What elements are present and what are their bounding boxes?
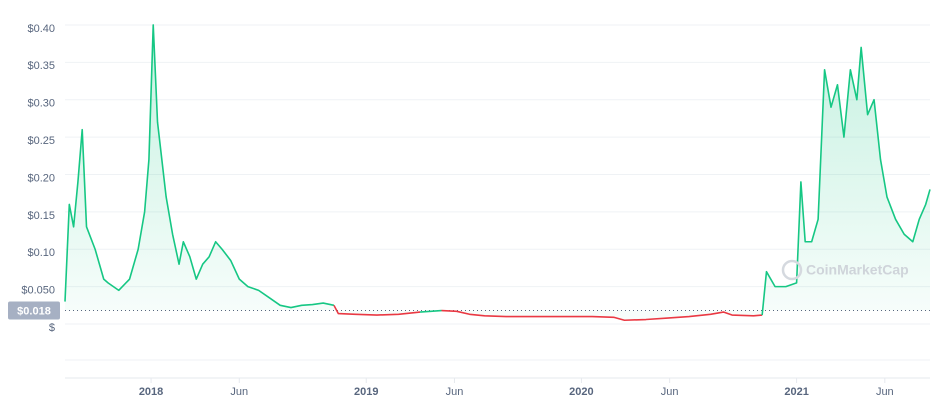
watermark-text: CoinMarketCap: [806, 262, 909, 278]
y-tick-label: $0.40: [27, 23, 55, 35]
x-tick-label: 2020: [569, 386, 593, 398]
price-line: [441, 309, 763, 322]
x-tick-label: Jun: [446, 386, 464, 398]
price-line: [761, 46, 931, 316]
x-tick-label: Jun: [230, 386, 248, 398]
watermark: CoinMarketCap: [781, 259, 909, 281]
y-tick-label: $0.30: [27, 98, 55, 110]
price-line: [333, 304, 421, 316]
price-area: [65, 24, 930, 321]
y-tick-label: $0.25: [27, 135, 55, 147]
x-tick-label: Jun: [661, 386, 679, 398]
y-tick-label: $0.15: [27, 210, 55, 222]
y-tick-label: $0.35: [27, 60, 55, 72]
y-tick-label: $0.050: [21, 285, 55, 297]
y-tick-label: $: [49, 322, 55, 334]
y-tick-label: $0.20: [27, 172, 55, 184]
price-tag: [8, 301, 60, 320]
price-line: [64, 24, 335, 309]
x-tick-label: 2018: [139, 386, 163, 398]
x-tick-label: 2019: [354, 386, 378, 398]
y-tick-label: $0.10: [27, 247, 55, 259]
price-line: [419, 309, 442, 313]
price-tag-label: $0.018: [17, 305, 51, 317]
x-tick-label: Jun: [876, 386, 894, 398]
x-tick-label: 2021: [784, 386, 808, 398]
